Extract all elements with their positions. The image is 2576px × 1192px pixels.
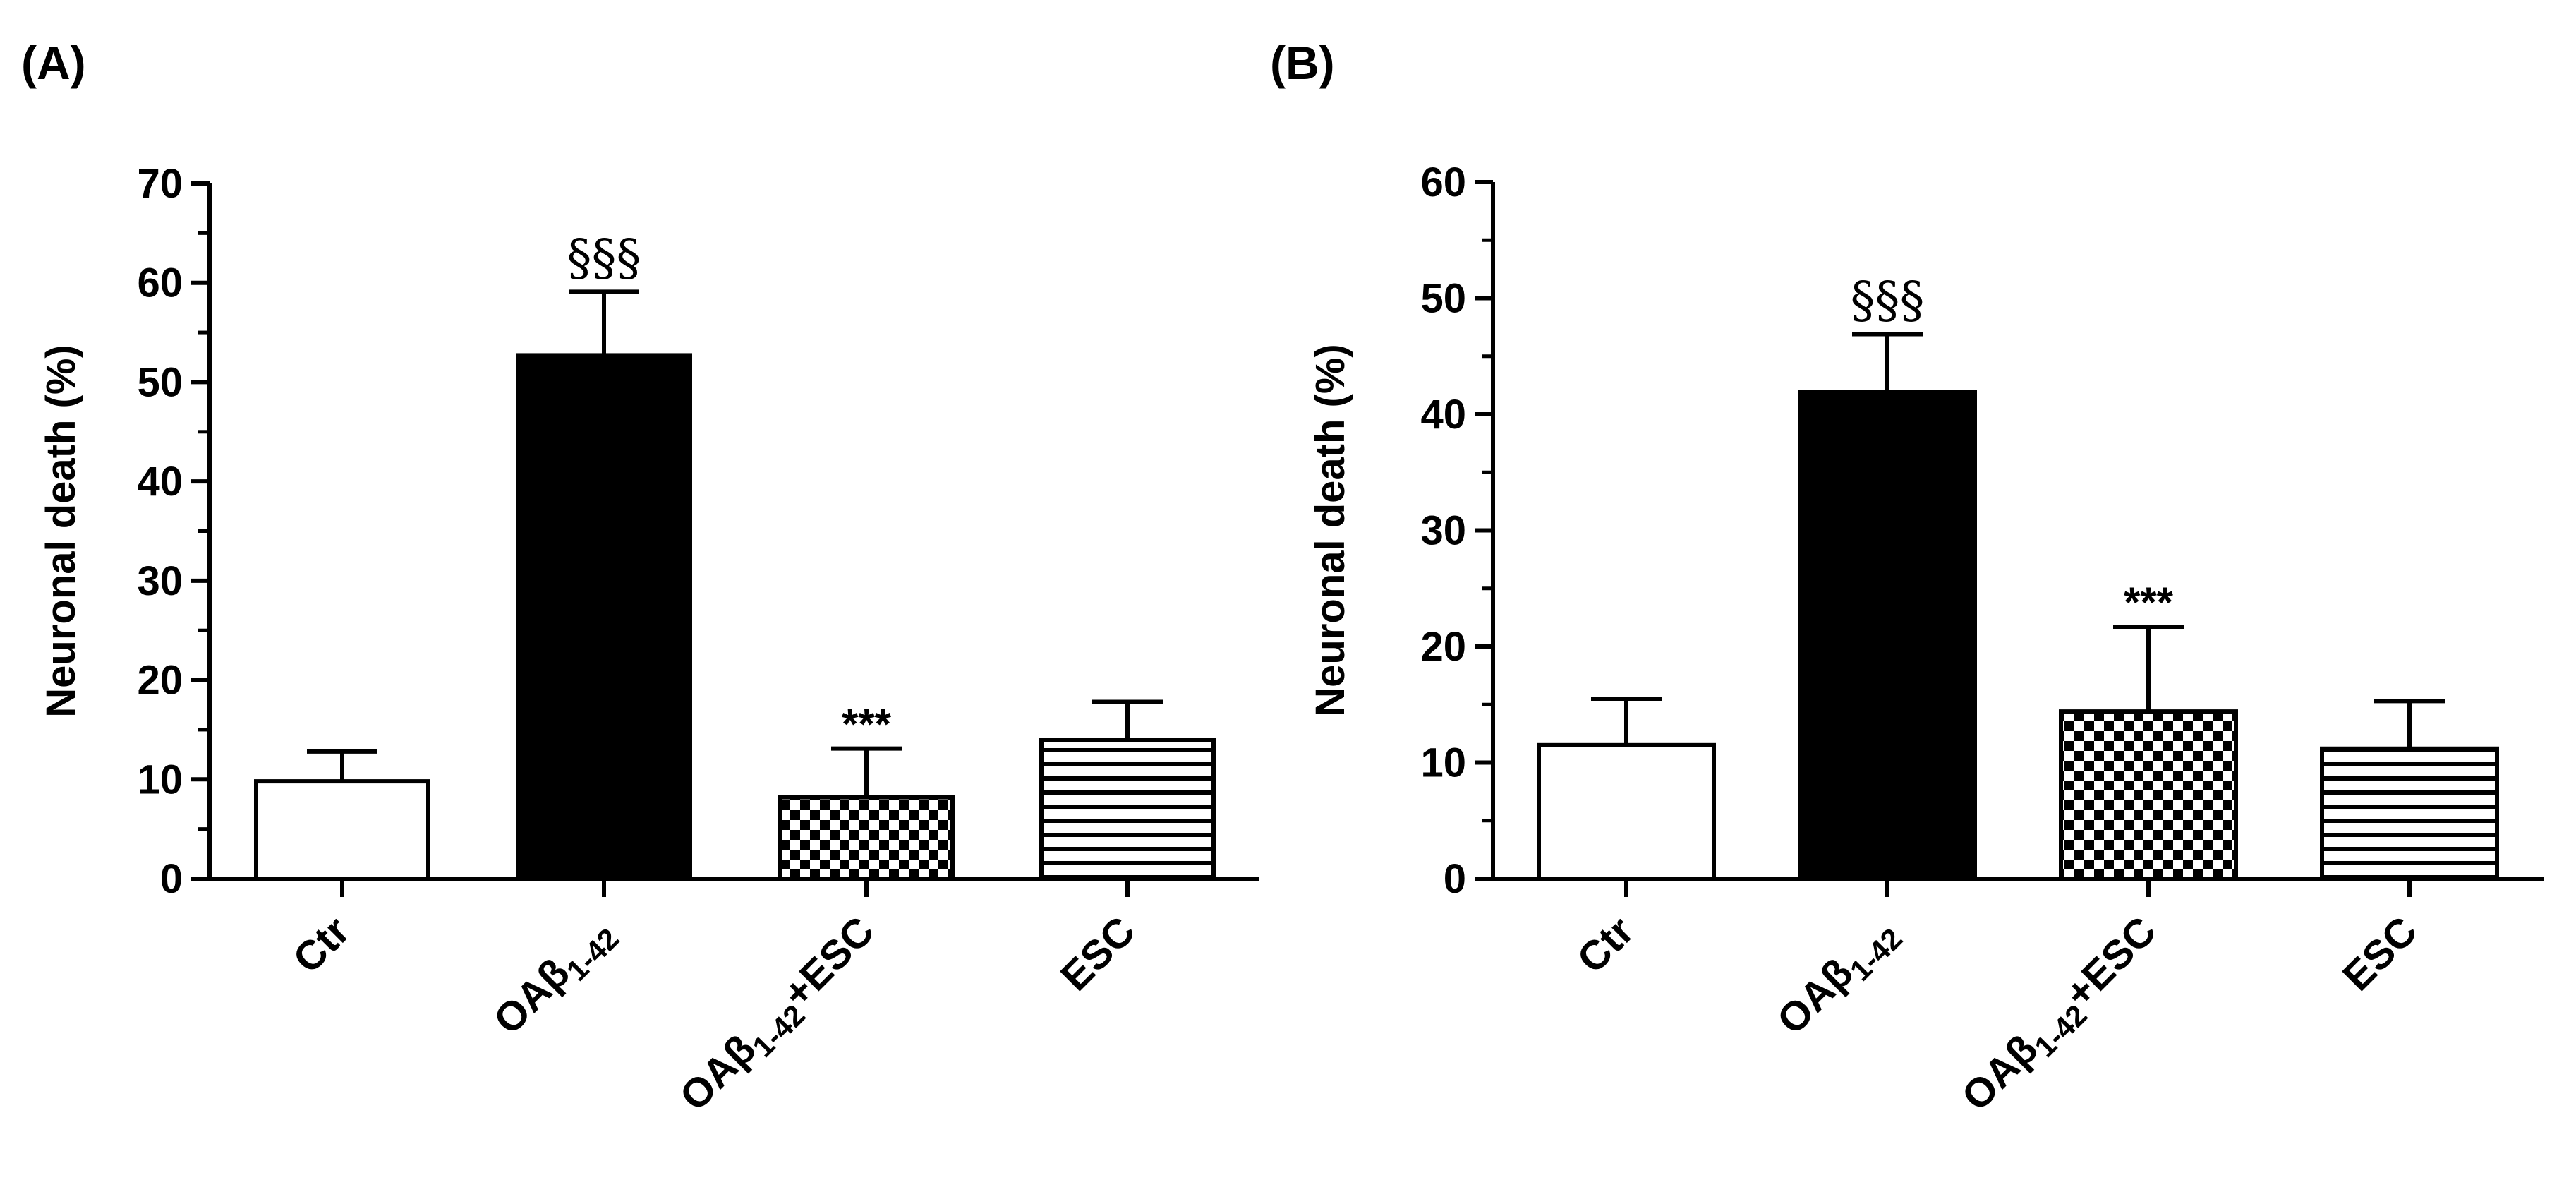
category-label: ESC bbox=[1052, 908, 1144, 999]
y-tick-label: 50 bbox=[1420, 276, 1466, 322]
y-tick-label: 60 bbox=[1420, 159, 1466, 205]
bar bbox=[2320, 746, 2499, 881]
panel-label: (A) bbox=[21, 37, 86, 89]
y-tick-label: 10 bbox=[137, 757, 183, 802]
category-label: Ctr bbox=[284, 908, 358, 982]
bar bbox=[778, 795, 955, 881]
y-tick-label: 0 bbox=[1444, 856, 1466, 902]
significance-label: §§§ bbox=[567, 229, 641, 287]
category-label: OAβ1-42+ESC bbox=[1953, 908, 2170, 1124]
y-tick-label: 0 bbox=[160, 856, 183, 902]
category-label: OAβ1-42 bbox=[485, 908, 625, 1048]
y-tick-label: 20 bbox=[1420, 624, 1466, 670]
y-tick-label: 30 bbox=[137, 558, 183, 604]
bar bbox=[1798, 390, 1977, 881]
y-tick-label: 70 bbox=[137, 161, 183, 207]
y-tick-label: 40 bbox=[1420, 392, 1466, 438]
y-tick-label: 60 bbox=[137, 260, 183, 306]
y-tick-label: 20 bbox=[137, 658, 183, 704]
bar bbox=[516, 353, 692, 881]
significance-label: *** bbox=[842, 701, 892, 748]
panel-a-chart: (A) Neuronal death (%) 0 10 20 30 40 50 60 70 Ctr §… bbox=[21, 37, 1259, 1124]
significance-label: *** bbox=[2124, 579, 2174, 626]
y-tick-label: 30 bbox=[1420, 508, 1466, 554]
bar bbox=[1039, 738, 1216, 881]
bar bbox=[1537, 742, 1716, 881]
panel-label: (B) bbox=[1270, 37, 1335, 89]
y-axis-label: Neuronal death (%) bbox=[1307, 344, 1353, 717]
category-label: Ctr bbox=[1568, 908, 1643, 982]
bar bbox=[2059, 709, 2238, 881]
y-tick-label: 40 bbox=[137, 459, 183, 505]
category-label: OAβ1-42+ESC bbox=[671, 908, 888, 1124]
category-label: OAβ1-42 bbox=[1768, 908, 1909, 1048]
panel-b-chart: (B) Neuronal death (%) 0 10 20 30 40 50 60 Ctr §§§… bbox=[1270, 37, 2544, 1124]
bar bbox=[254, 779, 430, 881]
significance-label: §§§ bbox=[1851, 271, 1925, 329]
y-axis-label: Neuronal death (%) bbox=[38, 344, 84, 718]
category-label: ESC bbox=[2334, 908, 2426, 999]
y-tick-label: 10 bbox=[1420, 740, 1466, 786]
y-tick-label: 50 bbox=[137, 359, 183, 405]
